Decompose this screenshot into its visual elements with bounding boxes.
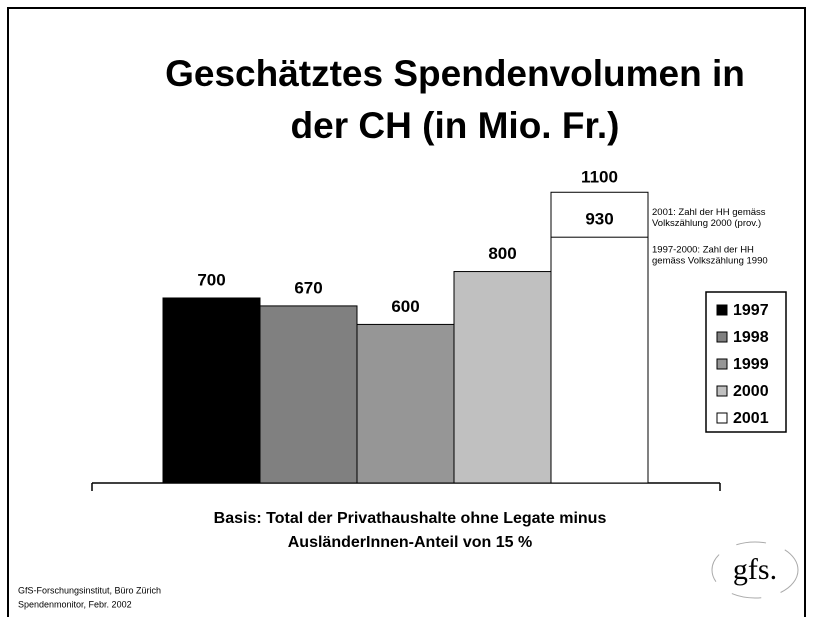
logo-ring	[711, 541, 799, 599]
bar	[356, 323, 455, 484]
legend-swatch	[716, 412, 728, 424]
subtitle: Basis: Total der Privathaushalte ohne Le…	[214, 510, 607, 527]
value-label: 700	[197, 270, 225, 289]
bar	[162, 297, 261, 484]
legend-label: 2001	[733, 410, 769, 427]
legend-label: 2000	[733, 383, 769, 400]
bar	[259, 305, 358, 484]
value-label: 930	[585, 210, 613, 229]
logo: gfs.	[733, 553, 777, 586]
legend-label: 1997	[733, 302, 769, 319]
value-label: 600	[391, 297, 419, 316]
note: 1997-2000: Zahl der HH	[652, 245, 754, 256]
source: Spendenmonitor, Febr. 2002	[18, 599, 132, 609]
legend-swatch	[716, 385, 728, 397]
note: 2001: Zahl der HH gemäss	[652, 207, 766, 218]
legend-label: 1999	[733, 356, 769, 373]
note: Volkszählung 2000 (prov.)	[652, 218, 761, 229]
chart-title: Geschätztes Spendenvolumen in	[165, 53, 745, 94]
bar	[550, 236, 649, 484]
source: GfS-Forschungsinstitut, Büro Zürich	[18, 585, 161, 595]
value-label: 670	[294, 278, 322, 297]
subtitle: AusländerInnen-Anteil von 15 %	[288, 534, 532, 551]
legend-swatch	[716, 331, 728, 343]
note: gemäss Volkszählung 1990	[652, 256, 768, 267]
legend-swatch	[716, 304, 728, 316]
value-label: 800	[488, 244, 516, 263]
bar	[453, 271, 552, 484]
value-label: 1100	[581, 168, 618, 187]
legend-swatch	[716, 358, 728, 370]
chart-title: der CH (in Mio. Fr.)	[291, 105, 620, 146]
frame	[7, 7, 806, 617]
legend-label: 1998	[733, 329, 769, 346]
